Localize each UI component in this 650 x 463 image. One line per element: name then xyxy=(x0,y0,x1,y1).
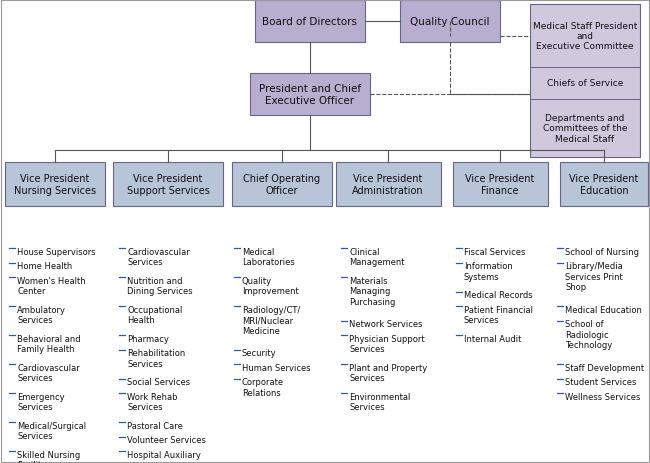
Text: Chiefs of Service: Chiefs of Service xyxy=(547,79,623,88)
Text: Internal Audit: Internal Audit xyxy=(464,334,521,343)
Text: Information
Systems: Information Systems xyxy=(464,262,513,282)
Bar xyxy=(5,163,105,206)
Text: Vice President
Administration: Vice President Administration xyxy=(352,174,424,195)
Text: Medical Staff President
and
Executive Committee: Medical Staff President and Executive Co… xyxy=(533,22,637,51)
Text: President and Chief
Executive Officer: President and Chief Executive Officer xyxy=(259,84,361,106)
Text: Emergency
Services: Emergency Services xyxy=(17,392,64,412)
Text: Women's Health
Center: Women's Health Center xyxy=(17,276,86,296)
Bar xyxy=(335,163,441,206)
Text: Patient Financial
Services: Patient Financial Services xyxy=(464,305,533,325)
Text: Departments and
Committees of the
Medical Staff: Departments and Committees of the Medica… xyxy=(543,114,627,144)
Text: Cardiovascular
Services: Cardiovascular Services xyxy=(17,363,80,382)
Text: Security: Security xyxy=(242,349,277,358)
Text: Cardiovascular
Services: Cardiovascular Services xyxy=(127,247,190,267)
Bar xyxy=(530,5,640,158)
Text: Human Services: Human Services xyxy=(242,363,311,372)
Text: Pastoral Care: Pastoral Care xyxy=(127,421,183,430)
Text: Vice President
Nursing Services: Vice President Nursing Services xyxy=(14,174,96,195)
Text: Medical
Laboratories: Medical Laboratories xyxy=(242,247,294,267)
Bar xyxy=(400,1,500,43)
Text: Medical Education: Medical Education xyxy=(565,305,642,314)
Text: Medical/Surgical
Services: Medical/Surgical Services xyxy=(17,421,86,440)
Text: Plant and Property
Services: Plant and Property Services xyxy=(349,363,427,382)
Text: Vice President
Support Services: Vice President Support Services xyxy=(127,174,209,195)
Text: Nutrition and
Dining Services: Nutrition and Dining Services xyxy=(127,276,192,296)
Text: Library/Media
Services Print
Shop: Library/Media Services Print Shop xyxy=(565,262,623,292)
Text: Work Rehab
Services: Work Rehab Services xyxy=(127,392,177,412)
Text: Staff Development: Staff Development xyxy=(565,363,644,372)
Text: Pharmacy: Pharmacy xyxy=(127,334,169,343)
Text: Behavioral and
Family Health: Behavioral and Family Health xyxy=(17,334,81,354)
Text: Hospital Auxiliary: Hospital Auxiliary xyxy=(127,450,201,459)
Text: Skilled Nursing
Facility: Skilled Nursing Facility xyxy=(17,450,80,463)
Text: Fiscal Services: Fiscal Services xyxy=(464,247,525,257)
Text: Environmental
Services: Environmental Services xyxy=(349,392,410,412)
Text: Medical Records: Medical Records xyxy=(464,291,532,300)
Text: Corporate
Relations: Corporate Relations xyxy=(242,378,284,397)
Text: Social Services: Social Services xyxy=(127,378,190,387)
Bar xyxy=(250,74,370,116)
Bar xyxy=(255,1,365,43)
Text: Physician Support
Services: Physician Support Services xyxy=(349,334,424,354)
Text: Occupational
Health: Occupational Health xyxy=(127,305,183,325)
Text: Vice President
Finance: Vice President Finance xyxy=(465,174,535,195)
Text: Home Health: Home Health xyxy=(17,262,72,271)
Text: Materials
Managing
Purchasing: Materials Managing Purchasing xyxy=(349,276,395,306)
Bar xyxy=(232,163,332,206)
Text: Chief Operating
Officer: Chief Operating Officer xyxy=(244,174,320,195)
Text: Rehabilitation
Services: Rehabilitation Services xyxy=(127,349,185,368)
Text: Board of Directors: Board of Directors xyxy=(263,17,358,27)
Text: House Supervisors: House Supervisors xyxy=(17,247,96,257)
Text: Quality Council: Quality Council xyxy=(410,17,489,27)
Bar xyxy=(452,163,547,206)
Text: Ambulatory
Services: Ambulatory Services xyxy=(17,305,66,325)
Text: School of Nursing: School of Nursing xyxy=(565,247,639,257)
Text: School of
Radiologic
Technology: School of Radiologic Technology xyxy=(565,320,612,350)
Text: Network Services: Network Services xyxy=(349,320,422,329)
Text: Clinical
Management: Clinical Management xyxy=(349,247,404,267)
Bar xyxy=(113,163,223,206)
Text: Volunteer Services: Volunteer Services xyxy=(127,436,206,444)
Text: Student Services: Student Services xyxy=(565,378,636,387)
Text: Radiology/CT/
MRI/Nuclear
Medicine: Radiology/CT/ MRI/Nuclear Medicine xyxy=(242,305,300,335)
Text: Vice President
Education: Vice President Education xyxy=(569,174,639,195)
Text: Wellness Services: Wellness Services xyxy=(565,392,640,401)
Text: Quality
Improvement: Quality Improvement xyxy=(242,276,299,296)
Bar xyxy=(560,163,648,206)
